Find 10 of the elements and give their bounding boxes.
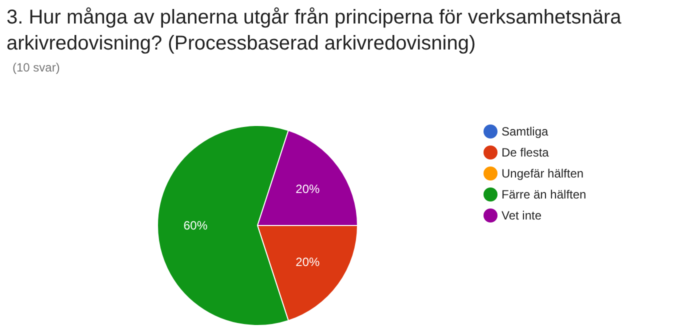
legend-label: Samtliga bbox=[502, 124, 549, 138]
legend-label: Ungefär hälften bbox=[502, 166, 584, 180]
legend-label: De flesta bbox=[502, 146, 550, 160]
data-label: 60% bbox=[183, 218, 208, 232]
text: (10 svar) bbox=[12, 60, 60, 74]
data-label: 20% bbox=[296, 254, 320, 269]
legend-label: Färre än hälften bbox=[502, 188, 586, 202]
legend-label: Vet inte bbox=[502, 208, 542, 222]
data-label: 20% bbox=[296, 182, 320, 196]
chart-title: 3. Hur många av planerna utgår från principerna för verksamhetsnära arkivredovisning? (Processbaserad arkivredovisning) bbox=[6, 6, 622, 54]
